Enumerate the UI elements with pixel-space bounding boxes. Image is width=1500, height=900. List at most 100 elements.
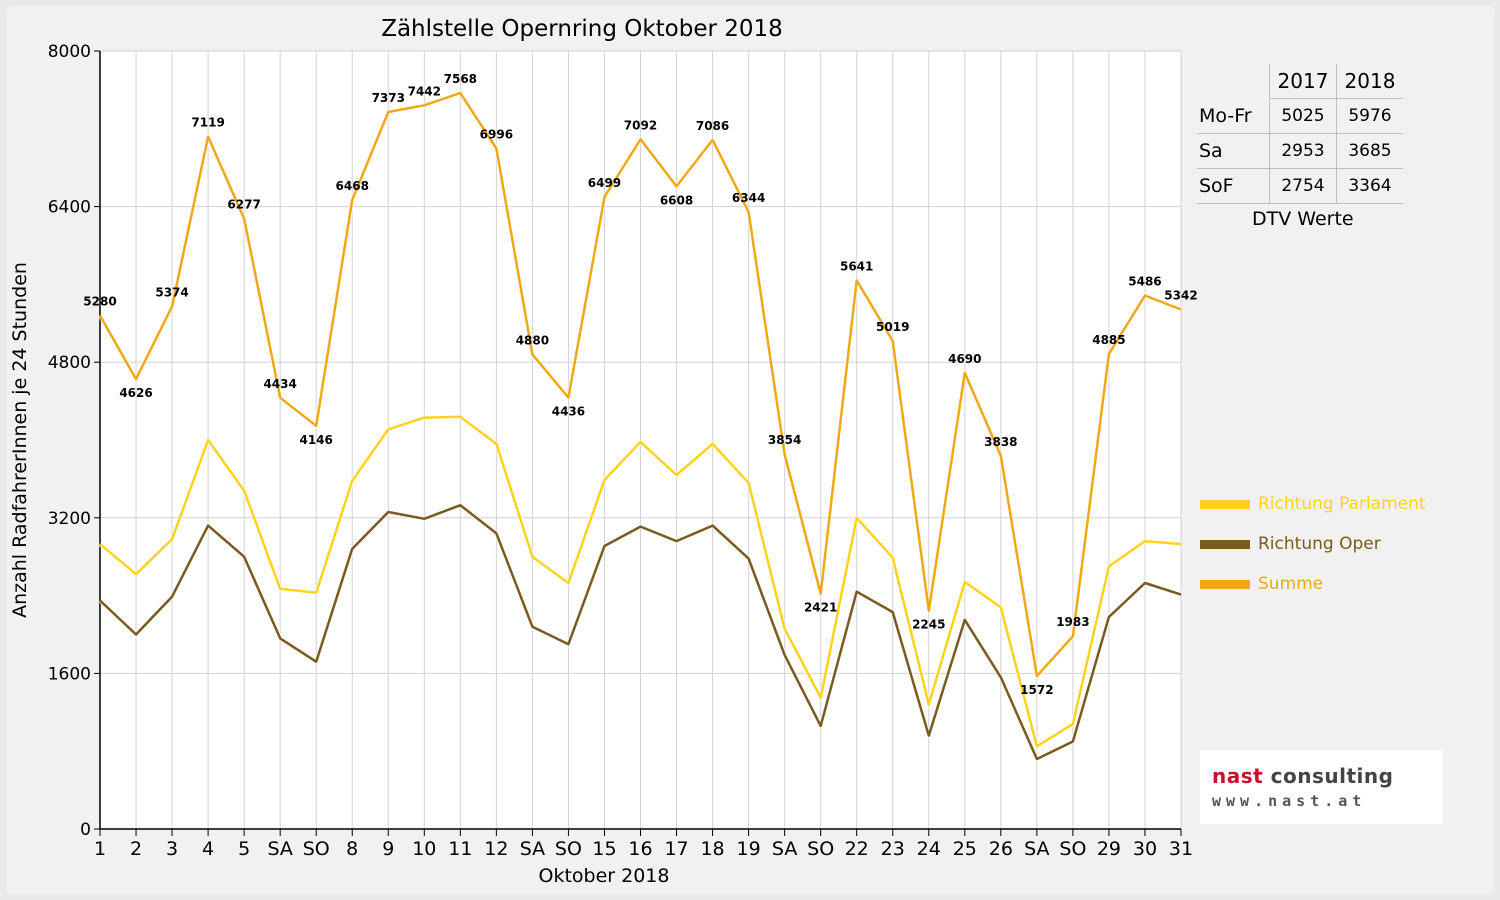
x-tick-label: 5 [238, 838, 250, 860]
dtv-cell: 3364 [1336, 168, 1403, 204]
x-tick-label: 25 [953, 838, 977, 860]
chart-title: Zählstelle Opernring Oktober 2018 [381, 16, 783, 42]
y-tick-label: 8000 [48, 42, 91, 62]
series-line-oper [99, 503, 1182, 761]
data-label: 7442 [408, 84, 441, 98]
y-tick-label: 1600 [48, 664, 91, 684]
x-tick-label: 17 [664, 838, 688, 860]
x-tick-label: SA [267, 838, 292, 860]
dtv-header-row: 2017 2018 [1197, 64, 1403, 99]
series-lines [98, 90, 1182, 762]
dtv-row-label: SoF [1197, 168, 1270, 204]
data-label: 5486 [1128, 274, 1161, 288]
dtv-cell: 3685 [1336, 133, 1403, 169]
y-axis-label: Anzahl RadfahrerInnen je 24 Stunden [9, 262, 31, 618]
data-label: 4434 [263, 377, 296, 391]
data-label: 5641 [840, 259, 873, 273]
data-label: 6344 [732, 191, 765, 205]
data-label: 5342 [1164, 288, 1197, 302]
x-tick-label: 12 [484, 838, 508, 860]
data-label: 1572 [1020, 683, 1053, 697]
legend-item-parlament: Richtung Parlament [1200, 493, 1426, 515]
logo-name-part2: consulting [1263, 764, 1394, 788]
dtv-corner [1197, 64, 1270, 99]
data-label: 7119 [191, 116, 224, 130]
dtv-header-2018: 2018 [1336, 64, 1403, 99]
x-tick-label: 19 [737, 838, 761, 860]
legend-label-summe: Summe [1258, 574, 1324, 594]
legend-swatch-oper [1200, 539, 1250, 549]
y-tick-label: 4800 [48, 353, 91, 373]
x-axis-label: Oktober 2018 [539, 865, 670, 887]
dtv-row-label: Sa [1197, 133, 1270, 169]
data-label: 6996 [480, 128, 513, 142]
x-tick-label: 16 [628, 838, 652, 860]
data-label: 6277 [227, 198, 260, 212]
dtv-cell: 2754 [1269, 168, 1337, 204]
data-label: 2421 [804, 601, 837, 615]
x-tick-label: 8 [346, 838, 358, 860]
x-tick-label: 15 [592, 838, 616, 860]
dtv-caption: DTV Werte [1252, 208, 1354, 230]
x-tick-labels: 1 2 3 4 5 SA SO 8 9 10 11 12 SA SO 15 16 17 18 19 SA SO 22 23 2… [94, 838, 1193, 860]
x-tick-label: 1 [94, 838, 106, 860]
y-tick-label: 0 [80, 820, 91, 840]
x-tick-label: SA [520, 838, 545, 860]
data-label: 4885 [1092, 333, 1125, 347]
axes [94, 50, 1182, 836]
logo-url: www.nast.at [1212, 792, 1367, 810]
data-label: 7568 [444, 72, 477, 86]
data-label: 6499 [588, 176, 621, 190]
legend-label-parlament: Richtung Parlament [1258, 494, 1426, 514]
y-tick-labels: 0 1600 3200 4800 6400 8000 [48, 42, 91, 840]
data-label: 4436 [552, 405, 585, 419]
x-tick-label: 24 [917, 838, 941, 860]
dtv-table: 2017 2018 Mo-Fr 5025 5976 Sa 2953 3685 S… [1197, 64, 1403, 204]
legend-item-oper: Richtung Oper [1200, 533, 1381, 555]
data-label: 5019 [876, 320, 909, 334]
x-tick-label: 9 [382, 838, 394, 860]
series-line-parlament [99, 415, 1182, 748]
x-tick-label: 4 [202, 838, 214, 860]
x-tick-label: 18 [700, 838, 724, 860]
dtv-cell: 5025 [1269, 98, 1337, 134]
dtv-cell: 5976 [1336, 98, 1403, 134]
nast-consulting-logo: nast consulting www.nast.at [1200, 750, 1443, 824]
dtv-row: Mo-Fr 5025 5976 [1197, 98, 1403, 134]
dtv-cell: 2953 [1269, 133, 1337, 169]
x-tick-label: 30 [1133, 838, 1157, 860]
data-label: 1983 [1056, 615, 1089, 629]
x-tick-label: SO [1059, 838, 1086, 860]
x-tick-label: 22 [845, 838, 869, 860]
data-label: 2245 [912, 618, 945, 632]
x-tick-label: 29 [1097, 838, 1121, 860]
x-tick-label: 26 [989, 838, 1013, 860]
data-label: 4880 [516, 333, 549, 347]
legend-label-oper: Richtung Oper [1258, 534, 1381, 554]
x-tick-label: SA [1024, 838, 1049, 860]
logo-name: nast consulting [1212, 764, 1393, 788]
data-label: 4146 [299, 433, 332, 447]
dtv-row: SoF 2754 3364 [1197, 168, 1403, 204]
data-label: 3838 [984, 435, 1017, 449]
dtv-row-label: Mo-Fr [1197, 98, 1270, 134]
x-tick-label: SO [807, 838, 834, 860]
data-label: 7092 [624, 118, 657, 132]
data-label: 7086 [696, 119, 729, 133]
x-tick-label: SA [772, 838, 797, 860]
dtv-header-2017: 2017 [1269, 64, 1337, 99]
x-tick-label: 23 [881, 838, 905, 860]
data-label: 4626 [119, 386, 152, 400]
x-tick-label: SO [303, 838, 330, 860]
x-tick-label: 11 [448, 838, 472, 860]
x-tick-label: SO [555, 838, 582, 860]
data-label: 4690 [948, 352, 981, 366]
x-tick-label: 10 [412, 838, 436, 860]
data-label: 6608 [660, 193, 693, 207]
y-tick-label: 3200 [48, 509, 91, 529]
logo-name-part1: nast [1212, 764, 1264, 788]
series-line-summe [98, 91, 1182, 678]
legend-swatch-summe [1200, 579, 1250, 589]
x-tick-label: 3 [166, 838, 178, 860]
